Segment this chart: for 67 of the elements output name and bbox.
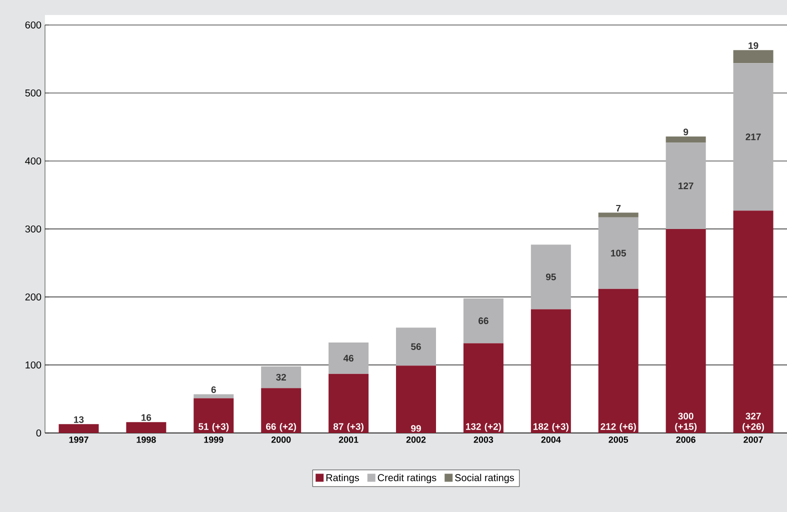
bar (733, 210, 774, 433)
x-tick-label: 2003 (474, 436, 494, 443)
data-label: 95 (546, 274, 556, 280)
bar (530, 309, 571, 433)
bar (530, 244, 571, 310)
data-label: 182 (+3) (533, 422, 568, 432)
bar (328, 342, 369, 374)
data-label: 127 (678, 182, 694, 190)
bar (58, 424, 99, 433)
bar (328, 374, 369, 433)
bar (463, 298, 504, 344)
data-label: 300 (+15) (675, 412, 697, 432)
data-label: 46 (343, 354, 354, 362)
data-label: 32 (276, 374, 286, 381)
y-tick-label: 400 (25, 157, 42, 165)
y-tick-label: 500 (25, 89, 42, 97)
x-tick-label: 2005 (608, 436, 628, 443)
data-label: 19 (748, 42, 758, 49)
bar (733, 50, 774, 64)
y-tick-label: 200 (25, 293, 42, 301)
data-label: 105 (611, 250, 626, 256)
bar (598, 217, 638, 289)
bar (396, 366, 436, 433)
data-label: 217 (746, 134, 761, 140)
data-label: 13 (74, 416, 84, 423)
legend-label: Ratings (326, 474, 360, 484)
bar (733, 63, 774, 211)
data-label: 6 (211, 386, 216, 394)
x-tick-label: 2006 (676, 436, 696, 443)
bar (666, 142, 706, 229)
x-tick-label: 2004 (541, 436, 561, 443)
legend-label: Social ratings (455, 474, 514, 484)
data-label: 212 (+6) (600, 422, 636, 432)
y-tick-label: 0 (36, 429, 42, 437)
bar (261, 388, 302, 433)
data-label: 99 (411, 425, 421, 432)
bar (261, 366, 302, 388)
bar (598, 212, 638, 218)
data-label: 66 (478, 317, 488, 324)
x-tick-label: 1998 (136, 436, 156, 443)
bar (194, 394, 234, 398)
bar (194, 398, 234, 433)
data-label: 132 (+2) (466, 422, 502, 432)
x-tick-label: 2001 (338, 436, 358, 443)
data-label: 16 (142, 414, 152, 421)
bar (598, 288, 638, 433)
x-tick-label: 1999 (204, 436, 224, 443)
bar (666, 228, 706, 433)
bar (126, 422, 166, 433)
data-label: 9 (684, 128, 688, 136)
y-tick-label: 600 (25, 21, 42, 29)
x-tick-label: 1997 (69, 436, 88, 443)
data-label: 327 (+26) (742, 412, 764, 432)
y-tick-label: 100 (26, 361, 42, 369)
x-tick-label: 2000 (271, 436, 291, 443)
data-label: 51 (+3) (198, 422, 229, 432)
x-tick-label: 2002 (406, 436, 426, 443)
data-label: 7 (616, 204, 621, 212)
legend-label: Credit ratings (378, 474, 436, 484)
bar (666, 136, 706, 143)
y-tick-label: 300 (25, 225, 42, 233)
x-tick-label: 2007 (744, 436, 763, 443)
data-label: 56 (411, 343, 421, 350)
data-label: 87 (+3) (333, 422, 364, 432)
data-label: 66 (+2) (266, 422, 296, 432)
bar (463, 343, 504, 433)
bar (396, 328, 436, 366)
